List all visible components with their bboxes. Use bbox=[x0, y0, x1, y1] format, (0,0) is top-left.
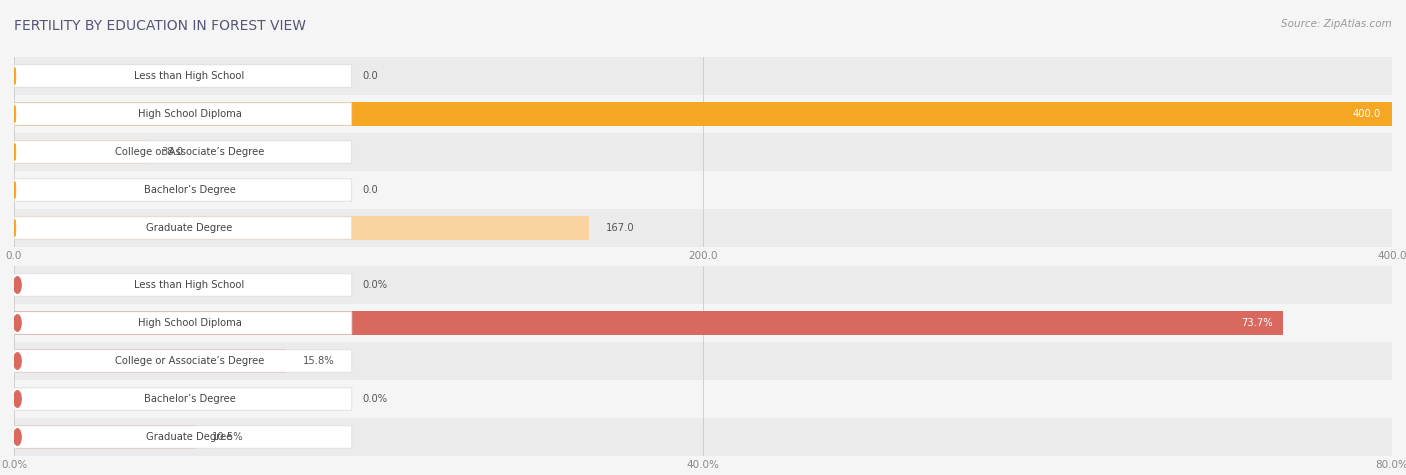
Circle shape bbox=[14, 353, 21, 369]
FancyBboxPatch shape bbox=[14, 217, 352, 239]
Circle shape bbox=[14, 106, 15, 122]
FancyBboxPatch shape bbox=[14, 426, 352, 448]
Circle shape bbox=[14, 68, 15, 84]
Bar bbox=[14, 380, 1392, 418]
Text: 38.0: 38.0 bbox=[162, 147, 184, 157]
FancyBboxPatch shape bbox=[14, 312, 352, 334]
FancyBboxPatch shape bbox=[14, 274, 352, 296]
FancyBboxPatch shape bbox=[14, 350, 352, 372]
Bar bbox=[14, 311, 1284, 335]
Circle shape bbox=[14, 144, 15, 160]
Text: Less than High School: Less than High School bbox=[135, 280, 245, 290]
Bar bbox=[14, 95, 1392, 133]
Bar bbox=[14, 425, 195, 449]
Text: High School Diploma: High School Diploma bbox=[138, 318, 242, 328]
Text: 10.5%: 10.5% bbox=[211, 432, 243, 442]
FancyBboxPatch shape bbox=[14, 179, 352, 201]
FancyBboxPatch shape bbox=[14, 141, 352, 163]
Bar bbox=[14, 342, 1392, 380]
Text: Graduate Degree: Graduate Degree bbox=[146, 223, 233, 233]
FancyBboxPatch shape bbox=[14, 388, 352, 410]
Bar bbox=[14, 349, 287, 373]
Text: Graduate Degree: Graduate Degree bbox=[146, 432, 233, 442]
Text: 0.0%: 0.0% bbox=[363, 394, 388, 404]
Circle shape bbox=[14, 182, 15, 198]
Text: 167.0: 167.0 bbox=[606, 223, 634, 233]
Text: High School Diploma: High School Diploma bbox=[138, 109, 242, 119]
Text: 0.0: 0.0 bbox=[363, 71, 378, 81]
Bar bbox=[14, 304, 1392, 342]
FancyBboxPatch shape bbox=[14, 65, 352, 87]
Bar bbox=[14, 209, 1392, 247]
Circle shape bbox=[14, 315, 21, 331]
Text: Bachelor’s Degree: Bachelor’s Degree bbox=[143, 394, 236, 404]
Text: College or Associate’s Degree: College or Associate’s Degree bbox=[115, 356, 264, 366]
Bar bbox=[14, 266, 1392, 304]
Text: College or Associate’s Degree: College or Associate’s Degree bbox=[115, 147, 264, 157]
Text: Less than High School: Less than High School bbox=[135, 71, 245, 81]
Text: Source: ZipAtlas.com: Source: ZipAtlas.com bbox=[1281, 19, 1392, 29]
Circle shape bbox=[14, 220, 15, 236]
Text: 15.8%: 15.8% bbox=[302, 356, 335, 366]
Bar bbox=[14, 57, 1392, 95]
Bar bbox=[14, 133, 1392, 171]
Circle shape bbox=[14, 277, 21, 293]
Text: 0.0%: 0.0% bbox=[363, 280, 388, 290]
Bar bbox=[14, 102, 1392, 126]
Bar bbox=[14, 171, 1392, 209]
Text: Bachelor’s Degree: Bachelor’s Degree bbox=[143, 185, 236, 195]
Bar bbox=[14, 140, 145, 164]
Circle shape bbox=[14, 429, 21, 445]
Circle shape bbox=[14, 391, 21, 407]
Bar bbox=[14, 216, 589, 240]
Text: 400.0: 400.0 bbox=[1353, 109, 1381, 119]
Bar bbox=[14, 418, 1392, 456]
Text: 73.7%: 73.7% bbox=[1240, 318, 1272, 328]
FancyBboxPatch shape bbox=[14, 103, 352, 125]
Text: FERTILITY BY EDUCATION IN FOREST VIEW: FERTILITY BY EDUCATION IN FOREST VIEW bbox=[14, 19, 307, 33]
Text: 0.0: 0.0 bbox=[363, 185, 378, 195]
